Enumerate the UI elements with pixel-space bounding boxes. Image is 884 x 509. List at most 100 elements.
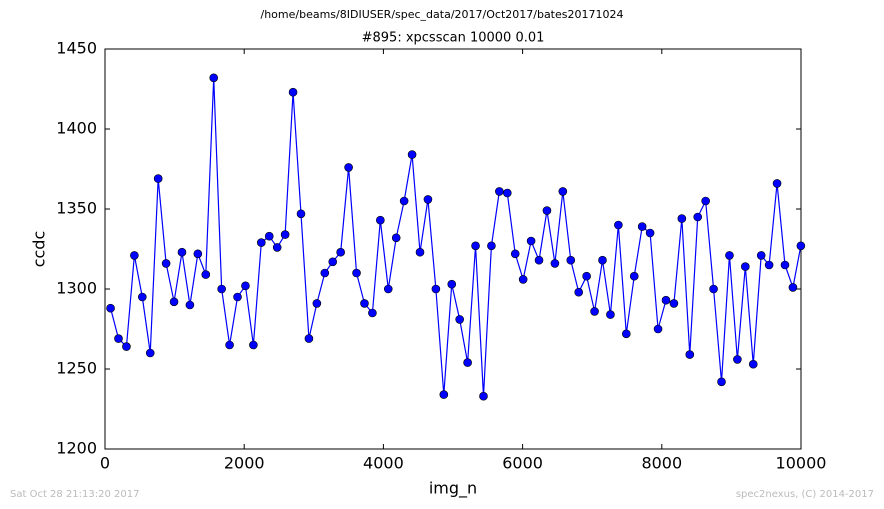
data-point	[185, 300, 195, 310]
data-point	[510, 249, 520, 259]
footer-left: Sat Oct 28 21:13:20 2017	[10, 489, 140, 500]
data-point	[264, 231, 274, 241]
data-point	[534, 255, 544, 265]
data-point	[272, 243, 282, 252]
data-point	[288, 87, 298, 97]
data-point	[217, 284, 226, 294]
data-point	[764, 260, 774, 270]
data-point	[622, 329, 631, 339]
data-point	[328, 257, 338, 267]
data-point	[788, 283, 798, 292]
data-point	[415, 247, 425, 257]
data-point	[352, 268, 361, 278]
data-point	[471, 241, 480, 251]
data-point	[177, 247, 187, 257]
data-point	[376, 215, 385, 225]
data-point	[114, 334, 123, 343]
suptitle: /home/beams/8IDIUSER/spec_data/2017/Oct2…	[261, 8, 624, 21]
data-point	[566, 255, 576, 265]
chart-title: #895: xpcsscan 10000 0.01	[362, 31, 545, 46]
data-point	[550, 259, 560, 268]
data-point	[257, 238, 266, 247]
data-point	[344, 163, 353, 172]
data-point	[629, 271, 639, 281]
data-point	[383, 284, 393, 294]
data-point	[487, 241, 496, 251]
data-point	[772, 179, 782, 188]
data-point	[423, 195, 433, 204]
data-point	[598, 255, 607, 265]
data-point	[225, 340, 234, 350]
x-axis-label: img_n	[429, 479, 477, 499]
data-point	[733, 355, 742, 364]
data-point	[645, 228, 655, 238]
data-point	[637, 222, 647, 231]
data-point	[249, 340, 258, 350]
x-tick-label: 0	[100, 454, 110, 473]
data-point	[542, 206, 552, 215]
data-point	[447, 279, 457, 289]
data-point	[296, 209, 306, 219]
data-point	[241, 281, 250, 291]
data-point	[407, 150, 417, 159]
data-point	[709, 284, 718, 294]
y-tick-label: 1250	[56, 359, 97, 378]
data-point	[677, 214, 687, 223]
data-point	[193, 249, 203, 259]
data-point	[582, 271, 591, 281]
data-point	[780, 260, 790, 270]
data-point	[717, 377, 726, 387]
data-point	[122, 342, 131, 351]
y-tick-label: 1350	[56, 199, 97, 218]
data-line	[109, 77, 802, 397]
data-point	[153, 174, 163, 183]
data-point	[614, 220, 623, 230]
data-point	[653, 324, 663, 334]
data-point	[312, 299, 322, 308]
data-point	[439, 390, 449, 399]
data-point	[725, 251, 734, 260]
y-tick-label: 1300	[56, 279, 97, 298]
data-point	[463, 358, 472, 367]
data-point	[455, 315, 464, 324]
y-tick-label: 1400	[56, 119, 97, 138]
data-point	[201, 270, 211, 279]
data-point	[304, 334, 314, 343]
data-point	[336, 247, 345, 257]
data-point	[502, 188, 512, 198]
data-point	[606, 310, 615, 319]
data-point	[756, 251, 766, 260]
data-point	[138, 292, 147, 302]
data-point	[233, 292, 242, 302]
data-point	[209, 73, 219, 83]
data-point	[320, 268, 330, 278]
data-point	[161, 259, 171, 268]
data-point	[685, 350, 695, 359]
data-point	[796, 241, 806, 251]
x-tick-label: 8000	[641, 454, 682, 473]
data-point	[741, 262, 750, 271]
data-point	[280, 230, 290, 239]
data-point	[106, 303, 115, 313]
data-point	[661, 295, 671, 305]
data-point	[495, 187, 504, 196]
data-point	[701, 196, 710, 206]
data-point	[669, 299, 679, 308]
data-point	[526, 236, 536, 246]
data-point	[130, 251, 139, 260]
data-point	[748, 359, 758, 369]
data-point	[145, 348, 155, 358]
data-point	[590, 307, 599, 316]
data-point	[518, 275, 528, 284]
x-tick-label: 4000	[363, 454, 404, 473]
data-point	[574, 287, 583, 297]
data-point	[169, 297, 179, 307]
x-tick-label: 2000	[224, 454, 265, 473]
data-point	[391, 233, 401, 243]
data-point	[368, 308, 377, 318]
data-point	[693, 212, 703, 222]
footer-right: spec2nexus, (C) 2014-2017	[736, 489, 874, 500]
